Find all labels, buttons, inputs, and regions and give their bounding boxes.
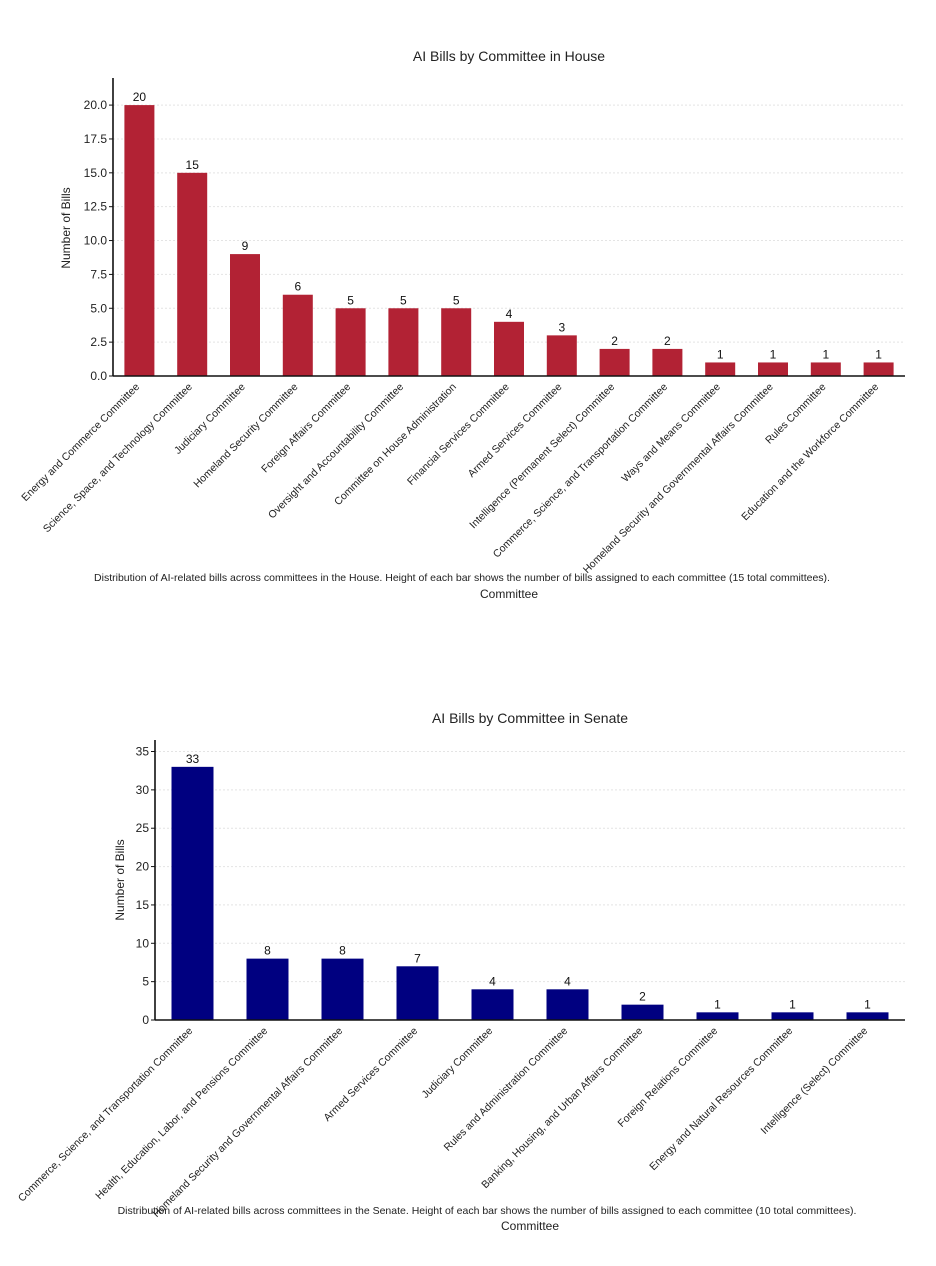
senate-chart: AI Bills by Committee in Senate 33 8 8 7 4 4 2…	[16, 710, 905, 1233]
house-x-tick-label: Foreign Affairs Committee	[259, 381, 353, 475]
senate-y-tick-label: 15	[136, 898, 150, 912]
house-x-tick-label: Armed Services Committee	[466, 381, 565, 480]
senate-bar-value-label: 1	[789, 997, 796, 1011]
house-bar-value-label: 5	[453, 293, 460, 307]
senate-y-tick-label: 20	[136, 860, 150, 874]
house-y-ticks: 0.0 2.5 5.0 7.5 10.0 12.5 15.0 17.5 20.0	[84, 98, 113, 383]
house-chart-title: AI Bills by Committee in House	[413, 48, 605, 64]
house-bar	[652, 348, 683, 376]
house-y-tick-label: 17.5	[84, 132, 108, 146]
house-bar	[810, 362, 841, 376]
house-bar-value-label: 1	[822, 347, 829, 361]
house-x-axis-label: Committee	[480, 587, 538, 601]
senate-bar-value-label: 2	[639, 990, 646, 1004]
house-bar-value-label: 15	[186, 158, 200, 172]
house-y-tick-label: 2.5	[90, 335, 107, 349]
senate-bar-value-label: 4	[564, 974, 571, 988]
house-bar-value-label: 2	[664, 334, 671, 348]
house-bars	[124, 105, 894, 376]
senate-bar	[696, 1012, 739, 1020]
house-y-tick-label: 10.0	[84, 234, 108, 248]
house-y-tick-label: 20.0	[84, 98, 108, 112]
house-bar-value-label: 5	[400, 293, 407, 307]
senate-y-tick-label: 35	[136, 745, 150, 759]
senate-x-tick-label: Commerce, Science, and Transportation Co…	[16, 1025, 195, 1204]
senate-x-tick-label: Health, Education, Labor, and Pensions C…	[93, 1025, 270, 1202]
senate-y-ticks: 0 5 10 15 20 25 30 35	[136, 745, 155, 1027]
senate-bar-value-label: 8	[339, 944, 346, 958]
senate-y-tick-label: 10	[136, 936, 150, 950]
senate-bar	[396, 966, 439, 1020]
senate-x-tick-label: Rules and Administration Committee	[442, 1025, 571, 1154]
senate-bar-value-label: 33	[186, 752, 200, 766]
house-bar	[124, 105, 155, 376]
house-x-tick-label: Homeland Security and Governmental Affai…	[581, 381, 776, 576]
house-bar-value-label: 6	[294, 280, 301, 294]
house-bar-value-label: 1	[717, 347, 724, 361]
senate-data-labels: 33 8 8 7 4 4 2 1 1 1	[186, 752, 871, 1011]
house-bar-value-label: 1	[875, 347, 882, 361]
house-bar	[599, 348, 630, 376]
house-bar	[282, 294, 313, 376]
house-y-tick-label: 7.5	[90, 267, 107, 281]
senate-bar	[171, 766, 214, 1020]
senate-bar-value-label: 4	[489, 974, 496, 988]
senate-bar-value-label: 1	[864, 997, 871, 1011]
house-y-axis-label: Number of Bills	[59, 187, 73, 268]
house-y-tick-label: 15.0	[84, 166, 108, 180]
senate-bar	[846, 1012, 889, 1020]
house-bar	[230, 254, 260, 376]
house-x-tick-label: Financial Services Committee	[405, 381, 512, 488]
senate-y-tick-label: 0	[142, 1013, 149, 1027]
house-bar	[863, 362, 894, 376]
senate-chart-caption: Distribution of AI-related bills across …	[118, 1205, 857, 1217]
senate-x-tick-label: Banking, Housing, and Urban Affairs Comm…	[479, 1025, 645, 1191]
senate-chart-title: AI Bills by Committee in Senate	[432, 710, 628, 726]
house-bar	[705, 362, 736, 376]
senate-bar	[771, 1012, 814, 1020]
house-x-tick-label: Commerce, Science, and Transportation Co…	[491, 381, 670, 560]
house-bar	[494, 321, 524, 376]
senate-bar-value-label: 1	[714, 997, 721, 1011]
senate-bars	[171, 766, 889, 1020]
house-bar	[546, 335, 577, 376]
senate-x-axis-label: Committee	[501, 1219, 559, 1233]
house-x-tick-label: Ways and Means Committee	[619, 381, 723, 485]
house-y-tick-label: 0.0	[90, 369, 107, 383]
house-y-tick-label: 5.0	[90, 301, 107, 315]
house-bar-value-label: 5	[347, 293, 354, 307]
house-x-tick-label: Homeland Security Committee	[191, 381, 300, 490]
senate-bar-value-label: 8	[264, 944, 271, 958]
house-bar-value-label: 1	[770, 347, 777, 361]
senate-y-tick-label: 5	[142, 975, 149, 989]
house-bar-value-label: 3	[558, 320, 565, 334]
house-bar	[441, 308, 472, 376]
senate-x-ticks: Commerce, Science, and Transportation Co…	[16, 1025, 870, 1220]
house-bar	[388, 308, 419, 376]
house-bar-value-label: 9	[242, 239, 249, 253]
house-bar	[758, 362, 788, 376]
house-bar	[335, 308, 366, 376]
senate-bar	[621, 1004, 664, 1020]
house-data-labels: 20 15 9 6 5 5 5 4 3 2 2 1 1 1 1	[133, 90, 883, 361]
senate-bar	[471, 989, 514, 1020]
house-bar-value-label: 20	[133, 90, 147, 104]
senate-bar	[246, 958, 289, 1020]
house-bar	[177, 172, 208, 376]
house-bar-value-label: 2	[611, 334, 618, 348]
house-chart-caption: Distribution of AI-related bills across …	[94, 572, 830, 584]
house-bar-value-label: 4	[506, 307, 513, 321]
senate-x-tick-label: Energy and Natural Resources Committee	[647, 1025, 795, 1173]
senate-y-tick-label: 25	[136, 821, 150, 835]
senate-y-axis-label: Number of Bills	[113, 839, 127, 920]
senate-y-tick-label: 30	[136, 783, 150, 797]
senate-bar	[321, 958, 364, 1020]
senate-bar	[546, 989, 589, 1020]
senate-bar-value-label: 7	[414, 951, 421, 965]
senate-x-tick-label: Judiciary Committee	[419, 1025, 495, 1101]
house-y-tick-label: 12.5	[84, 200, 108, 214]
